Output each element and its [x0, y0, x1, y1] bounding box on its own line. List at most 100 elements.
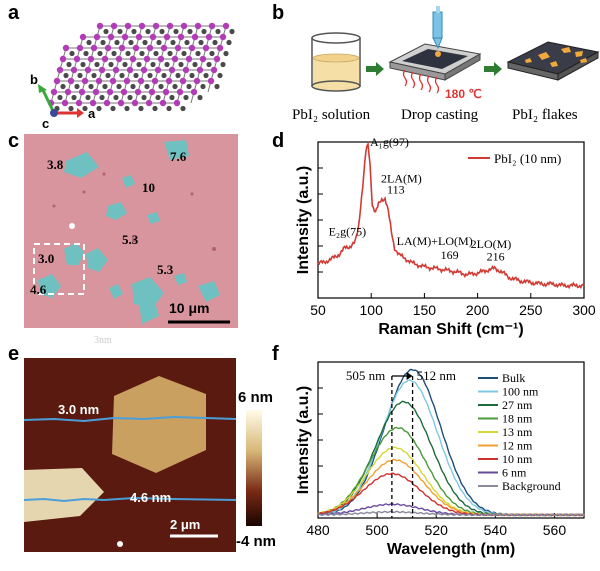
- temperature-label: 180 ℃: [445, 87, 482, 101]
- iodine-atom: [126, 66, 134, 74]
- lead-atom: [200, 83, 206, 90]
- peak-annotation: 216: [487, 250, 505, 264]
- iodine-atom: [219, 33, 227, 41]
- iodine-atom: [138, 22, 146, 30]
- lead-atom: [57, 94, 63, 101]
- x-tick-label: 480: [306, 522, 330, 538]
- hot-plate-icon: [388, 43, 482, 94]
- profile-label: 3.0 nm: [58, 402, 99, 417]
- iodine-atom: [104, 44, 112, 52]
- lead-atom: [167, 50, 173, 57]
- lead-atom: [66, 61, 72, 68]
- lead-atom: [99, 94, 105, 101]
- lead-atom: [138, 105, 144, 112]
- iodine-atom: [213, 55, 221, 63]
- iodine-atom: [173, 99, 181, 107]
- lead-atom: [144, 83, 150, 90]
- pl-series-line: [317, 368, 585, 517]
- pipette-icon: [432, 6, 443, 57]
- x-tick-label: 150: [413, 302, 437, 318]
- lead-atom: [181, 50, 187, 57]
- lead-atom: [172, 83, 178, 90]
- iodine-atom: [56, 66, 64, 74]
- iodine-atom: [106, 88, 114, 96]
- iodine-atom: [177, 33, 185, 41]
- x-tick-label: 300: [572, 302, 596, 318]
- iodine-atom: [174, 44, 182, 52]
- legend-label: 13 nm: [502, 425, 533, 439]
- iodine-atom: [193, 77, 201, 85]
- x-axis-title: Wavelength (nm): [387, 541, 515, 558]
- lead-atom: [212, 39, 218, 46]
- lead-atom: [96, 105, 102, 112]
- pl-series-line: [317, 426, 585, 517]
- iodine-atom: [196, 66, 204, 74]
- iodine-atom: [132, 44, 140, 52]
- iodine-atom: [148, 88, 156, 96]
- iodine-atom: [53, 77, 61, 85]
- legend-label: Bulk: [502, 371, 525, 385]
- iodine-atom: [149, 33, 157, 41]
- axis-c-label: c: [42, 116, 49, 130]
- legend-label: 10 nm: [502, 452, 533, 466]
- colorbar-max-label: 6 nm: [238, 389, 273, 406]
- iodine-atom: [190, 88, 198, 96]
- lead-atom: [158, 83, 164, 90]
- iodine-atom: [73, 55, 81, 63]
- panel-label-c: c: [8, 130, 20, 152]
- peak-annotation: 113: [387, 182, 405, 196]
- iodine-atom: [160, 44, 168, 52]
- lead-atom: [187, 28, 193, 35]
- iodine-atom: [110, 22, 118, 30]
- lead-atom: [164, 61, 170, 68]
- peak-annotation: 2LA(M): [381, 172, 422, 186]
- iodine-atom: [182, 66, 190, 74]
- panel-label-e: e: [8, 343, 20, 365]
- x-tick-label: 200: [466, 302, 490, 318]
- peak-annotation: 169: [441, 248, 459, 262]
- axis-a-label: a: [88, 106, 96, 121]
- lead-atom: [217, 72, 223, 79]
- process-schematic: 180 ℃ PbI₂ solution Drop casting PbI₂ fl…: [292, 6, 600, 123]
- lead-atom: [201, 28, 207, 35]
- lead-atom: [178, 61, 184, 68]
- x-tick-label: 540: [484, 522, 508, 538]
- lead-atom: [83, 50, 89, 57]
- lead-atom: [203, 72, 209, 79]
- scale-bar-label: 10 μm: [169, 300, 209, 316]
- iodine-atom: [109, 77, 117, 85]
- axis-c-dot: [50, 109, 58, 117]
- lead-atom: [184, 39, 190, 46]
- iodine-atom: [50, 88, 58, 96]
- iodine-atom: [207, 77, 215, 85]
- iodine-atom: [87, 55, 95, 63]
- lead-atom: [131, 28, 137, 35]
- lead-atom: [173, 28, 179, 35]
- iodine-atom: [121, 33, 129, 41]
- lead-atom: [94, 61, 100, 68]
- step-label-flakes: PbI₂ flakes: [512, 107, 578, 123]
- iodine-atom: [151, 77, 159, 85]
- beaker-icon: [311, 32, 361, 92]
- lead-atom: [206, 61, 212, 68]
- iodine-atom: [98, 66, 106, 74]
- optical-micrograph: 3.8 7.6 10 5.3 3.0 4.6 5.3 10 μm 3nm: [24, 134, 238, 346]
- lead-atom: [86, 39, 92, 46]
- lead-atom: [102, 83, 108, 90]
- legend-label: 18 nm: [502, 412, 533, 426]
- colorbar-min-label: -4 nm: [236, 533, 276, 550]
- lead-atom: [108, 61, 114, 68]
- lead-atom: [150, 61, 156, 68]
- iodine-atom: [89, 99, 97, 107]
- lead-atom: [119, 72, 125, 79]
- legend-label: PbI₂ (10 nm): [494, 151, 561, 166]
- panel-label-b: b: [272, 2, 285, 24]
- lead-atom: [68, 105, 74, 112]
- lead-atom: [74, 83, 80, 90]
- iodine-atom: [202, 44, 210, 52]
- iodine-atom: [222, 22, 230, 30]
- iodine-atom: [146, 44, 154, 52]
- profile-label: 4.6 nm: [130, 490, 171, 505]
- lead-atom: [220, 61, 226, 68]
- faint-label: 3nm: [94, 335, 112, 346]
